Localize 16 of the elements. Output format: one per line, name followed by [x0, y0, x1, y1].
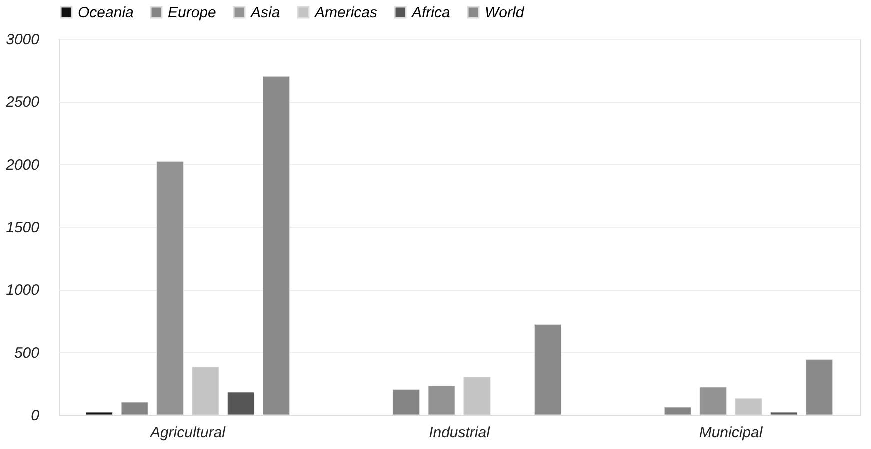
y-tick-label: 3000	[6, 32, 40, 48]
y-tick-label: 1500	[6, 220, 40, 236]
y-tick-label: 0	[31, 408, 40, 424]
legend-label: Oceania	[78, 4, 134, 22]
x-tick-label: Agricultural	[149, 424, 226, 442]
legend-label: Africa	[411, 4, 450, 22]
legend-label: World	[485, 4, 525, 22]
x-tick-label: Municipal	[699, 424, 764, 442]
y-tick-label: 500	[14, 344, 40, 362]
y-tick-label: 1000	[6, 282, 40, 300]
y-tick-label: 2500	[5, 94, 40, 112]
y-tick-label: 2000	[5, 156, 40, 174]
x-tick-label: Industrial	[429, 424, 491, 442]
legend-label: Americas	[314, 4, 378, 22]
legend-label: Europe	[168, 4, 216, 22]
legend-label: Asia	[250, 4, 280, 22]
